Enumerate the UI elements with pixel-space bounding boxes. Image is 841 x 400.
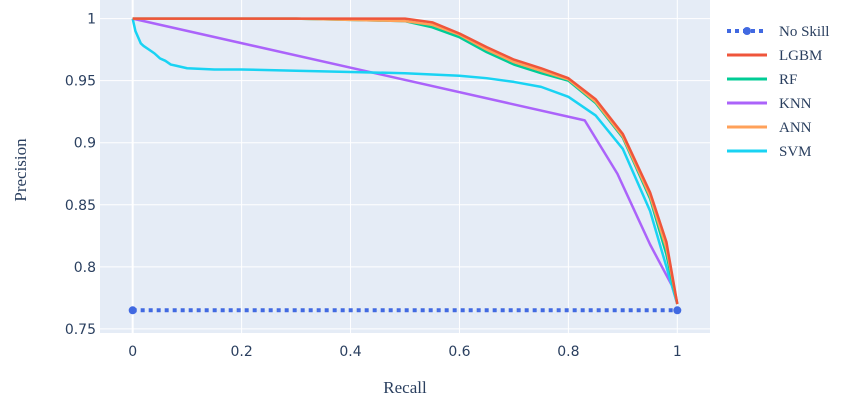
y-tick-label: 0.95 <box>65 74 96 90</box>
y-tick-label: 0.85 <box>65 198 96 214</box>
series-line-svm <box>131 18 679 305</box>
legend-item-lgbm[interactable]: LGBM <box>727 48 822 64</box>
y-tick-label: 1 <box>87 12 96 28</box>
x-tick-label: 0 <box>128 344 137 360</box>
legend-item-knn[interactable]: KNN <box>727 96 812 112</box>
x-axis-title: Recall <box>383 378 427 397</box>
legend-label-svm: SVM <box>779 144 812 160</box>
legend-label-lgbm: LGBM <box>779 48 822 64</box>
legend-marker-no-skill <box>743 27 751 35</box>
x-tick-label: 1 <box>673 344 682 360</box>
legend-label-ann: ANN <box>779 120 812 136</box>
series-line-lgbm <box>132 17 679 305</box>
y-tick-label: 0.75 <box>65 322 96 338</box>
series-layer <box>128 17 682 315</box>
x-tick-label: 0.4 <box>339 344 361 360</box>
legend-item-rf[interactable]: RF <box>727 72 797 88</box>
legend-item-ann[interactable]: ANN <box>727 120 812 136</box>
legend-item-svm[interactable]: SVM <box>727 144 812 160</box>
x-tick-label: 0.2 <box>230 344 252 360</box>
y-tick-label: 0.9 <box>74 136 96 152</box>
x-tick-label: 0.6 <box>448 344 470 360</box>
y-axis-ticks: 0.75 0.8 0.85 0.9 0.95 1 <box>65 12 96 338</box>
legend-label-knn: KNN <box>779 96 812 112</box>
series-point-no-skill <box>128 306 137 315</box>
series-point-no-skill <box>673 306 682 315</box>
legend-label-rf: RF <box>779 72 797 88</box>
legend-label-no-skill: No Skill <box>779 24 829 40</box>
x-tick-label: 0.8 <box>557 344 579 360</box>
y-tick-label: 0.8 <box>74 260 96 276</box>
legend-item-no-skill[interactable]: No Skill <box>727 24 829 40</box>
plot-background <box>100 0 710 333</box>
legend: No Skill LGBM RF KNN ANN SVM <box>727 24 829 160</box>
x-axis-ticks: 0 0.2 0.4 0.6 0.8 1 <box>128 344 682 360</box>
y-axis-title: Precision <box>11 138 30 202</box>
